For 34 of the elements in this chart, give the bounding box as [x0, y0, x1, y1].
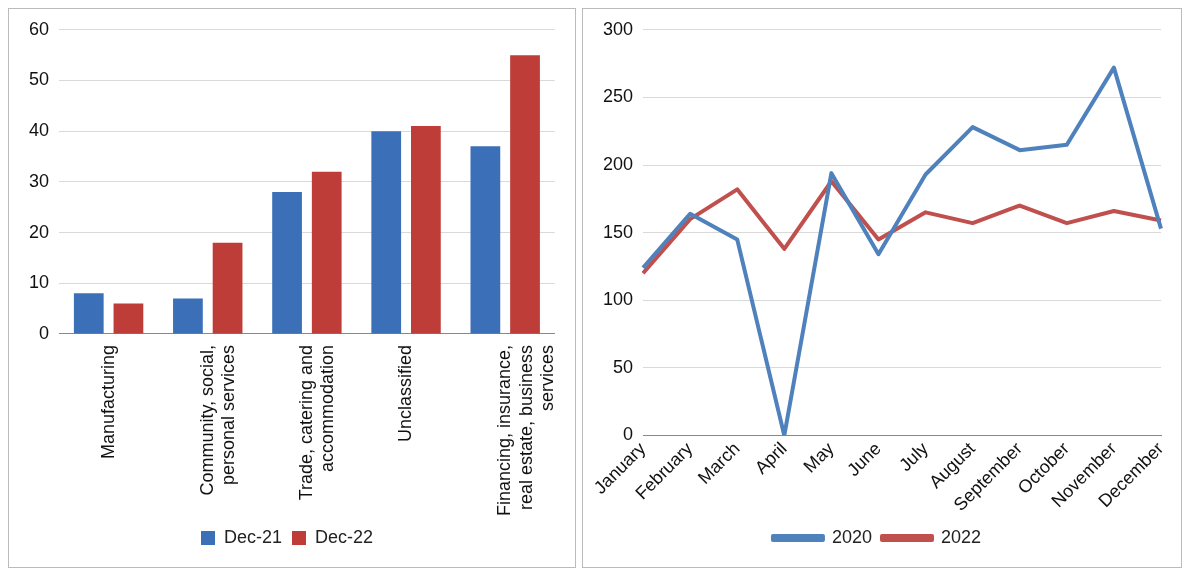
- x-tick-label: Unclassified: [395, 344, 416, 442]
- legend-label: 2022: [941, 526, 982, 547]
- bar: [73, 293, 104, 334]
- y-tick-label: 300: [602, 18, 634, 39]
- legend-label: Dec-22: [315, 526, 374, 547]
- y-tick-label: 200: [602, 153, 634, 174]
- bar: [470, 146, 501, 334]
- y-tick-label: 150: [602, 221, 634, 242]
- legend-label: 2020: [831, 526, 872, 547]
- y-tick-label: 20: [28, 221, 50, 242]
- y-tick-label: 40: [28, 120, 50, 141]
- x-tick-label: July: [895, 438, 932, 476]
- y-tick-label: 100: [602, 289, 634, 310]
- bar: [212, 242, 243, 334]
- x-tick-label: Financing, insurance, real estate, business services: [494, 344, 558, 517]
- y-tick-label: 0: [39, 322, 50, 343]
- bar: [510, 55, 540, 334]
- bar: [411, 126, 441, 334]
- y-tick-label: 0: [623, 424, 634, 445]
- bar: [311, 171, 342, 334]
- y-tick-label: 50: [613, 356, 634, 377]
- y-tick-label: 50: [28, 69, 50, 90]
- y-tick-label: 30: [28, 170, 50, 191]
- x-tick-label: Community, social, personal services: [196, 344, 239, 496]
- bar: [272, 191, 302, 334]
- legend-label: Dec-21: [223, 526, 283, 547]
- y-tick-label: 10: [28, 272, 50, 293]
- y-tick-label: 250: [602, 86, 634, 107]
- bar: [113, 303, 144, 334]
- x-tick-label: Manufacturing: [97, 344, 118, 459]
- x-tick-label: May: [799, 438, 838, 477]
- bar: [371, 131, 402, 334]
- y-tick-label: 60: [28, 18, 50, 39]
- bar: [173, 298, 203, 334]
